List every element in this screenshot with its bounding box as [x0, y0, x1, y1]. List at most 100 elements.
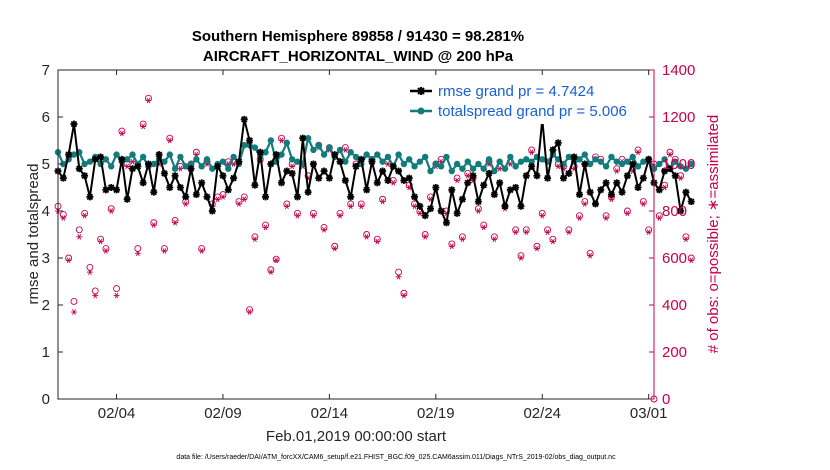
y-axis-left: 0 1 2 3 4 5 6 7 [42, 62, 63, 408]
obs-assimilated-point [374, 238, 381, 245]
totalspread-point [672, 158, 679, 165]
totalspread-point [464, 158, 471, 165]
y-tick-right-label: 800 [662, 203, 687, 220]
y-tick-left-label: 4 [42, 203, 50, 220]
totalspread-point [485, 156, 493, 163]
obs-assimilated-point [113, 292, 120, 299]
rmse-point [91, 155, 99, 163]
obs-assimilated-point [145, 97, 152, 104]
rmse-point [315, 174, 323, 182]
totalspread-point [629, 153, 636, 161]
totalspread-point [326, 144, 333, 151]
totalspread-point [469, 165, 477, 172]
rmse-point [336, 158, 344, 166]
obs-possible-point [134, 245, 142, 253]
rmse-point [485, 169, 493, 177]
totalspread-point [225, 165, 232, 172]
rmse-point [512, 184, 520, 191]
rmse-point [166, 184, 174, 191]
totalspread-point [448, 167, 455, 175]
obs-assimilated-point [331, 245, 338, 252]
totalspread-point [459, 165, 466, 172]
rmse-point [134, 162, 142, 170]
obs-assimilated-point [92, 292, 99, 299]
totalspread-point [608, 153, 615, 161]
totalspread-point [437, 163, 445, 170]
totalspread-point [347, 149, 354, 156]
rmse-point [187, 165, 195, 173]
rmse-point [533, 172, 541, 180]
obs-assimilated-point [294, 212, 301, 219]
obs-assimilated-point [198, 248, 205, 254]
y-tick-left-label: 1 [42, 344, 50, 361]
totalspread-point [310, 146, 317, 154]
obs-possible-point [272, 255, 280, 263]
rmse-point [304, 188, 312, 196]
rmse-point [687, 198, 695, 206]
legend-box [406, 78, 646, 124]
obs-assimilated-point [108, 208, 115, 214]
obs-assimilated-point [219, 194, 226, 200]
rmse-point [389, 162, 397, 170]
obs-assimilated-point [65, 257, 72, 264]
rmse-point [171, 172, 179, 180]
obs-assimilated-point [459, 236, 466, 243]
rmse-point [655, 186, 663, 194]
totalspread-point [241, 142, 248, 149]
rmse-point [129, 165, 136, 173]
totalspread-point [634, 163, 642, 170]
totalspread-point [81, 160, 88, 168]
obs-possible-point [395, 268, 403, 276]
rmse-point [576, 191, 583, 199]
rmse-point [623, 172, 631, 180]
rmse-point [235, 158, 243, 166]
obs-assimilated-point [118, 130, 125, 137]
y-tick-left-label: 0 [42, 391, 50, 408]
rmse-point [570, 153, 578, 161]
rmse-point [607, 191, 615, 199]
obs-assimilated-point [587, 252, 594, 259]
rmse-point [325, 174, 333, 182]
x-tick-label: 03/01 [630, 405, 668, 422]
rmse-point [421, 212, 429, 220]
rmse-point [682, 188, 690, 196]
y-tick-right-label: 0 [662, 391, 670, 408]
obs-assimilated-point [76, 234, 83, 240]
totalspread-point [421, 153, 429, 161]
rmse-point [331, 151, 339, 159]
rmse-point [411, 193, 419, 201]
rmse-point [618, 188, 626, 196]
rmse-point [453, 209, 461, 217]
totalspread-point [283, 139, 291, 147]
x-tick-label: 02/04 [98, 405, 136, 422]
totalspread-point [161, 158, 168, 165]
obs-assimilated-point [235, 201, 242, 207]
totalspread-point [129, 151, 136, 158]
obs-assimilated-point [262, 224, 269, 231]
totalspread-point [581, 151, 589, 158]
obs-assimilated-point [60, 215, 67, 221]
rmse-point [113, 186, 121, 194]
obs-assimilated-point [523, 229, 530, 235]
totalspread-point [507, 153, 514, 161]
obs-assimilated-point [267, 269, 274, 275]
obs-assimilated-point [555, 163, 562, 170]
totalspread-point [624, 158, 631, 165]
obs-assimilated-point [177, 165, 184, 172]
rmse-point [629, 160, 637, 168]
rmse-point [182, 193, 190, 201]
totalspread-point [342, 158, 349, 165]
totalspread-point [427, 167, 434, 175]
rmse-point [437, 207, 445, 215]
totalspread-point [618, 160, 626, 168]
totalspread-point [528, 158, 535, 165]
obs-assimilated-point [544, 229, 551, 235]
x-tick-label: 02/09 [204, 405, 242, 422]
rmse-point [278, 179, 285, 187]
y-tick-right-label: 1200 [662, 109, 695, 126]
obs-assimilated-point [528, 149, 535, 156]
totalspread-point [411, 163, 418, 170]
rmse-point [666, 165, 674, 173]
rmse-point [613, 179, 621, 187]
rmse-point [639, 174, 647, 182]
